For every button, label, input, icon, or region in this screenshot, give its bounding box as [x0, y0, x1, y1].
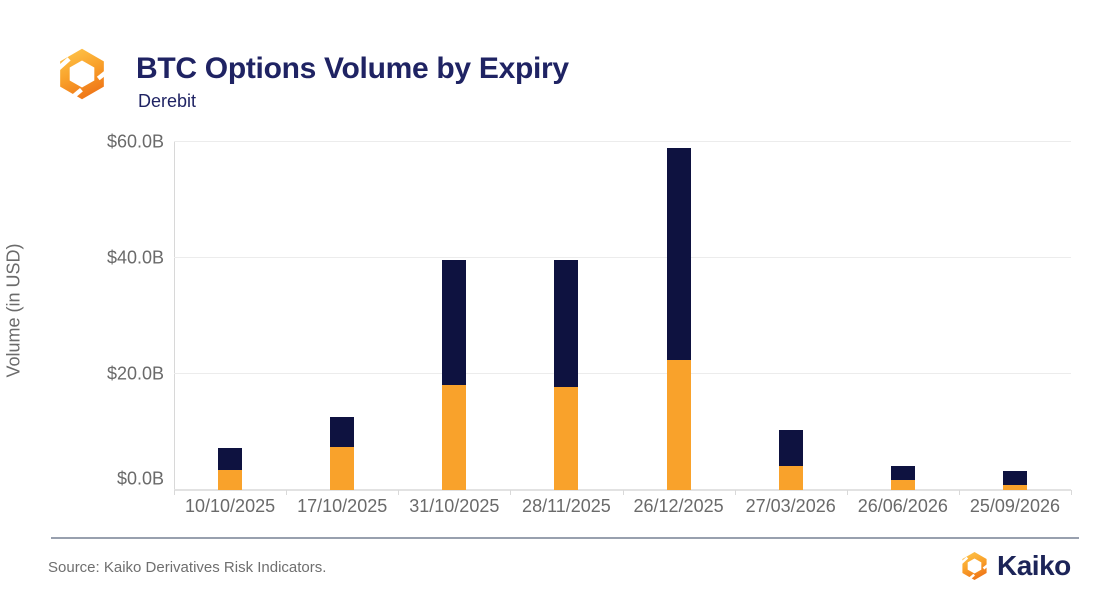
axis-boundary-tick	[398, 490, 400, 495]
chart-subtitle: Derebit	[138, 91, 197, 111]
y-tick-label: $0.0B	[116, 468, 164, 489]
kaiko-wordmark: Kaiko	[997, 550, 1071, 581]
bar-segment-orange	[554, 386, 579, 490]
axis-boundary-tick	[958, 490, 960, 495]
x-tick-label: 27/03/2026	[745, 496, 836, 516]
y-axis-tick-labels: $0.0B $20.0B $40.0B $60.0B	[0, 132, 164, 490]
kaiko-logo-icon	[54, 43, 110, 105]
chart-title: BTC Options Volume by Expiry	[136, 52, 569, 85]
x-tick-label: 28/11/2025	[522, 496, 611, 516]
bar-segment-navy	[666, 147, 691, 360]
x-tick-label: 10/10/2025	[185, 496, 276, 516]
bar-segment-orange	[1002, 485, 1027, 490]
footer-divider	[51, 537, 1079, 539]
bar-segment-navy	[218, 448, 243, 471]
bar-segment-navy	[442, 259, 467, 386]
x-tick-label: 26/12/2025	[633, 496, 724, 516]
bar-segment-orange	[442, 385, 467, 490]
bar-segment-orange	[890, 479, 915, 490]
bar-segment-navy	[778, 429, 803, 467]
bar-segment-navy	[330, 416, 355, 447]
y-axis-line	[174, 142, 175, 490]
bar-segment-navy	[1002, 471, 1027, 486]
axis-boundary-tick	[846, 490, 848, 495]
plot-area	[174, 141, 1072, 495]
bar-segment-orange	[330, 446, 355, 490]
axis-boundary-tick	[734, 490, 736, 495]
x-axis-tick-labels: 10/10/2025 17/10/2025 31/10/2025 28/11/2025…	[174, 496, 1071, 520]
axis-boundary-tick	[1071, 490, 1072, 495]
x-tick-label: 17/10/2025	[297, 496, 388, 516]
kaiko-brand: Kaiko	[959, 548, 1071, 584]
axis-boundary-tick	[174, 490, 175, 495]
gridline	[174, 141, 1071, 142]
x-tick-label: 31/10/2025	[409, 496, 500, 516]
bar-segment-orange	[218, 470, 243, 490]
bar-segment-navy	[554, 259, 579, 387]
axis-boundary-tick	[286, 490, 288, 495]
y-tick-label: $60.0B	[106, 131, 164, 152]
y-tick-label: $20.0B	[106, 363, 164, 384]
axis-boundary-tick	[622, 490, 624, 495]
kaiko-logo-icon	[960, 550, 990, 582]
x-tick-label: 25/09/2026	[969, 496, 1060, 516]
x-tick-label: 26/06/2026	[857, 496, 948, 516]
bar-segment-navy	[890, 465, 915, 480]
bar-segment-orange	[666, 359, 691, 490]
axis-boundary-tick	[510, 490, 512, 495]
source-note: Source: Kaiko Derivatives Risk Indicator…	[48, 559, 327, 576]
bar-segment-orange	[778, 466, 803, 490]
gridline	[174, 257, 1071, 258]
y-tick-label: $40.0B	[106, 247, 164, 268]
gridline	[174, 373, 1071, 374]
